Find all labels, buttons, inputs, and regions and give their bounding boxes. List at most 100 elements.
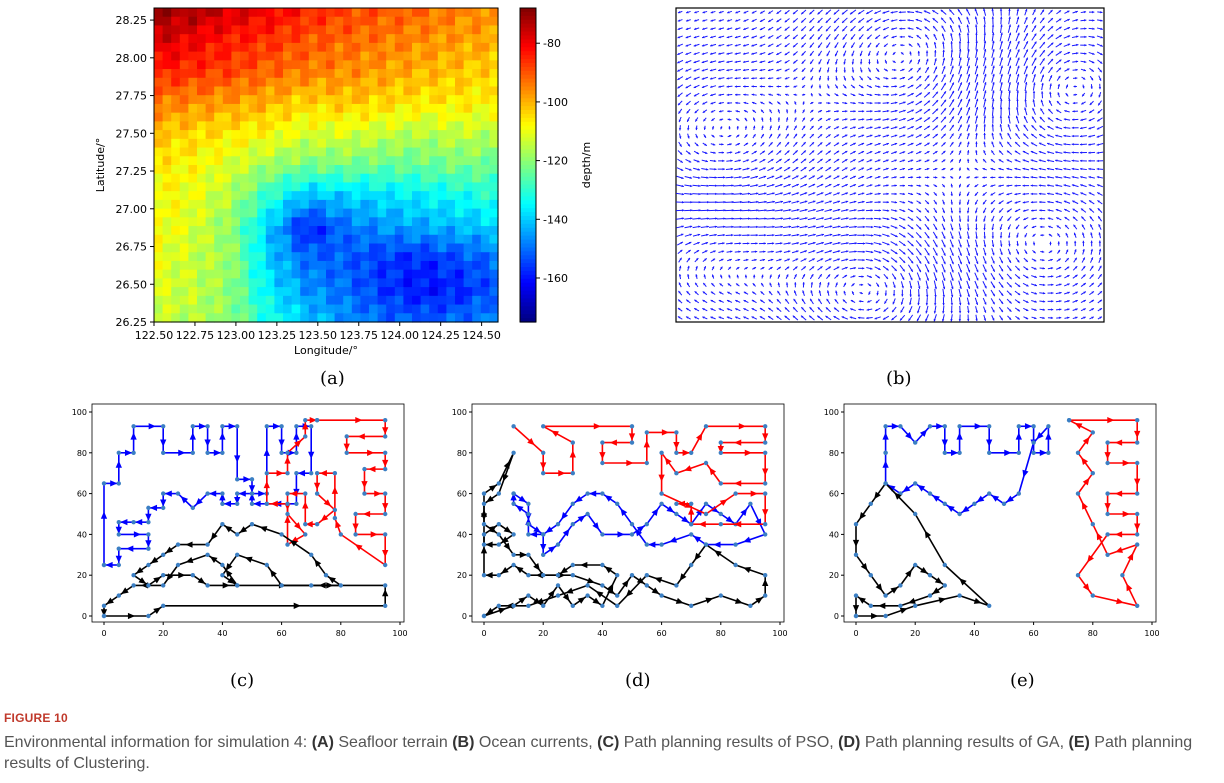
current-arrowhead: [959, 176, 962, 179]
heatmap-cell: [446, 287, 456, 297]
current-arrowhead: [943, 116, 946, 120]
current-arrowhead: [751, 68, 754, 72]
heatmap-cell: [283, 269, 293, 279]
current-arrowhead: [747, 192, 751, 195]
heatmap-cell: [188, 269, 198, 279]
current-arrowhead: [1025, 316, 1029, 320]
current-arrowhead: [803, 150, 806, 153]
heatmap-cell: [222, 287, 232, 297]
heatmap-cell: [240, 156, 250, 166]
heatmap-cell: [369, 304, 379, 314]
heatmap-cell: [369, 112, 379, 122]
heatmap-cell: [257, 34, 267, 44]
current-arrowhead: [884, 52, 887, 56]
heatmap-cell: [205, 295, 215, 306]
current-arrowhead: [827, 282, 830, 285]
current-arrowhead: [1022, 167, 1025, 171]
heatmap-cell: [248, 34, 258, 44]
current-arrowhead: [951, 133, 954, 136]
colorbar-segment: [520, 208, 536, 213]
current-arrowhead: [1024, 98, 1027, 102]
current-arrowhead: [1091, 60, 1095, 64]
current-arrowhead: [837, 184, 840, 187]
current-arrowhead: [871, 234, 874, 237]
current-arrowhead: [811, 150, 815, 153]
heatmap-cell: [377, 191, 387, 201]
heatmap-cell: [179, 304, 189, 314]
heatmap-cell: [214, 252, 224, 262]
heatmap-cell: [420, 77, 430, 88]
current-arrowhead: [886, 167, 889, 171]
heatmap-cell: [308, 182, 318, 192]
current-arrowhead: [1098, 224, 1101, 227]
x-tick-label: 123.50: [299, 329, 338, 342]
heatmap-cell: [412, 313, 422, 323]
current-arrowhead: [844, 93, 847, 96]
current-arrowhead: [942, 184, 945, 188]
heatmap-cell: [240, 208, 250, 218]
heatmap-cell: [283, 51, 293, 61]
current-arrowhead: [976, 269, 979, 273]
current-arrowhead: [1017, 292, 1021, 295]
current-arrowhead: [837, 208, 841, 212]
current-arrowhead: [751, 316, 755, 319]
current-arrowhead: [1006, 159, 1010, 162]
heatmap-cell: [283, 156, 293, 166]
heatmap-cell: [171, 34, 181, 44]
current-arrowhead: [926, 151, 930, 154]
heatmap-cell: [455, 269, 465, 279]
current-arrowhead: [1014, 201, 1018, 204]
heatmap-cell: [326, 69, 336, 79]
current-arrowhead: [685, 69, 688, 72]
colorbar-segment: [520, 188, 536, 194]
current-arrowhead: [942, 311, 945, 314]
current-arrowhead: [763, 167, 766, 170]
heatmap-cell: [360, 60, 370, 70]
heatmap-cell: [394, 304, 404, 314]
heatmap-cell: [171, 217, 181, 227]
current-arrowhead: [1030, 192, 1033, 196]
current-arrowhead: [785, 101, 789, 104]
heatmap-cell: [394, 234, 404, 245]
current-arrowhead: [817, 315, 820, 318]
heatmap-cell: [472, 8, 482, 18]
heatmap-cell: [291, 112, 301, 122]
heatmap-cell: [308, 226, 318, 236]
heatmap-cell: [343, 199, 353, 210]
heatmap-cell: [231, 77, 241, 88]
current-arrowhead: [756, 192, 759, 195]
current-arrowhead: [1000, 244, 1003, 247]
heatmap-cell: [308, 217, 318, 227]
heatmap-cell: [429, 269, 439, 279]
current-arrowhead: [1088, 192, 1092, 195]
current-arrowhead: [1025, 259, 1028, 262]
heatmap-cell: [197, 217, 207, 227]
current-arrowhead: [901, 285, 904, 289]
heatmap-cell: [489, 199, 499, 210]
heatmap-cell: [446, 165, 456, 175]
heatmap-cell: [437, 226, 447, 236]
heatmap-cell: [171, 69, 181, 79]
heatmap-cell: [222, 252, 232, 262]
current-arrowhead: [878, 118, 881, 121]
heatmap-cell: [437, 51, 447, 61]
heatmap-cell: [480, 121, 490, 131]
current-arrowhead: [711, 266, 715, 269]
heatmap-cell: [420, 199, 430, 210]
colorbar-segment: [520, 247, 536, 252]
current-arrowhead: [677, 308, 681, 311]
heatmap-cell: [317, 25, 327, 35]
heatmap-cell: [291, 25, 301, 35]
current-arrowhead: [1007, 124, 1010, 127]
heatmap-cell: [188, 295, 198, 306]
heatmap-cell: [222, 42, 232, 53]
heatmap-cell: [231, 121, 241, 131]
current-arrowhead: [743, 300, 747, 303]
heatmap-cell: [248, 165, 258, 175]
current-arrowhead: [803, 158, 807, 162]
heatmap-cell: [351, 103, 361, 114]
heatmap-cell: [412, 86, 422, 96]
current-arrowhead: [1067, 300, 1070, 303]
current-arrowhead: [934, 193, 937, 196]
heatmap-cell: [257, 226, 267, 236]
